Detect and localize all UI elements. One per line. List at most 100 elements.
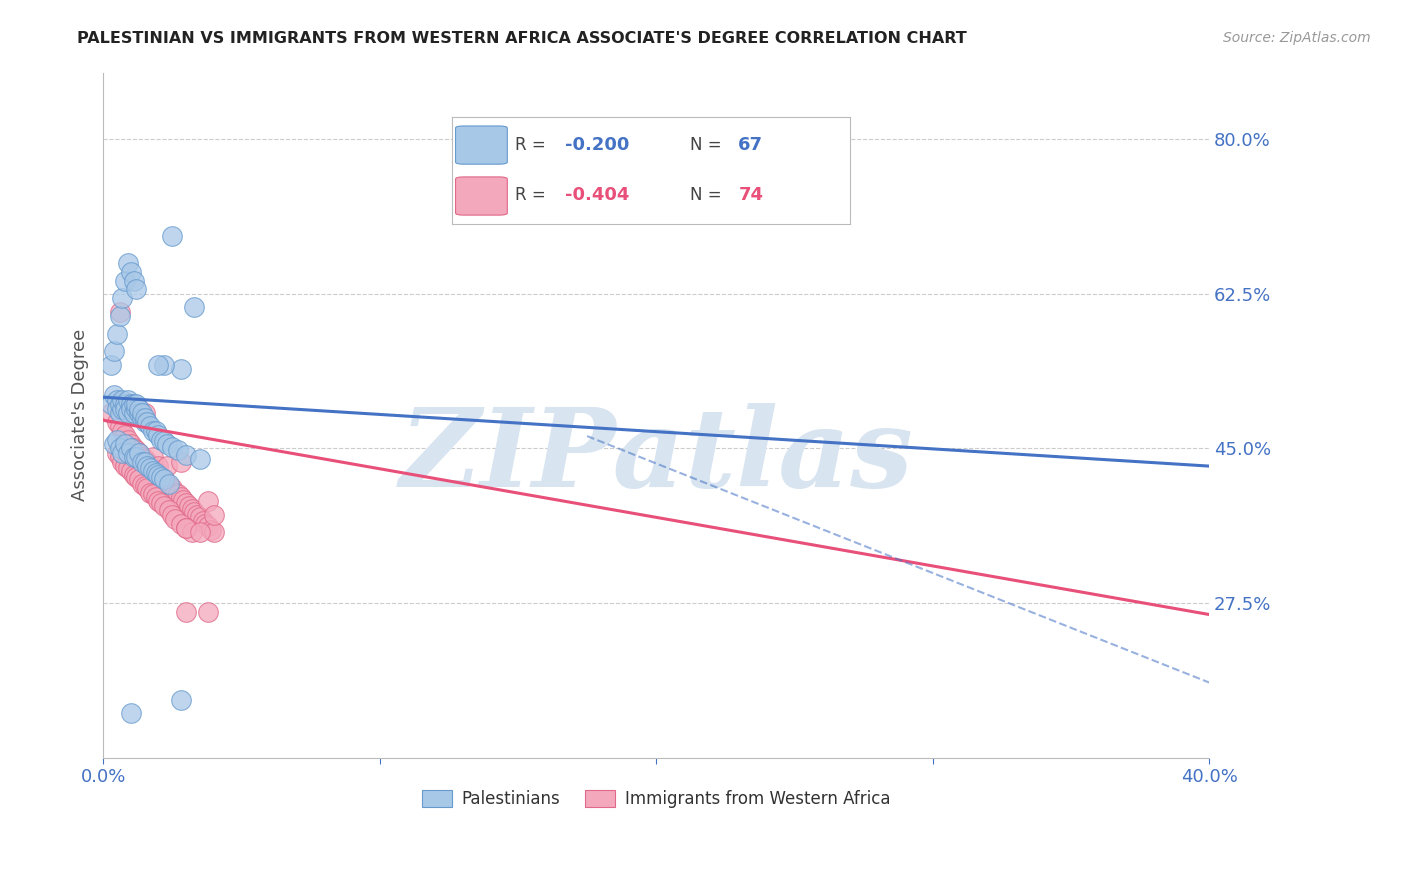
- Point: [128, 401, 150, 416]
- Point: [177, 499, 200, 513]
- Point: [136, 415, 159, 429]
- Point: [125, 450, 148, 465]
- Point: [166, 487, 188, 501]
- Point: [174, 496, 197, 510]
- Point: [114, 428, 136, 442]
- Point: [139, 419, 162, 434]
- Point: [153, 434, 176, 449]
- Text: PALESTINIAN VS IMMIGRANTS FROM WESTERN AFRICA ASSOCIATE'S DEGREE CORRELATION CHA: PALESTINIAN VS IMMIGRANTS FROM WESTERN A…: [77, 31, 967, 46]
- Point: [139, 459, 162, 474]
- Point: [128, 401, 150, 416]
- Point: [180, 525, 202, 540]
- Point: [108, 397, 131, 411]
- Point: [128, 472, 150, 486]
- Point: [120, 437, 142, 451]
- Point: [150, 433, 173, 447]
- Point: [142, 450, 165, 465]
- Point: [156, 459, 179, 474]
- Point: [125, 469, 148, 483]
- Point: [111, 401, 134, 416]
- Point: [108, 304, 131, 318]
- Point: [159, 478, 181, 492]
- Point: [174, 521, 197, 535]
- Point: [200, 523, 222, 537]
- Point: [148, 459, 170, 474]
- Point: [114, 437, 136, 451]
- Point: [125, 401, 148, 416]
- Point: [134, 455, 156, 469]
- Point: [128, 406, 150, 420]
- Point: [162, 508, 184, 522]
- Point: [103, 388, 125, 402]
- Point: [114, 459, 136, 474]
- Point: [183, 505, 205, 519]
- Point: [188, 510, 211, 524]
- Point: [105, 326, 128, 341]
- Point: [148, 467, 170, 482]
- Point: [108, 419, 131, 434]
- Point: [100, 358, 122, 372]
- Point: [117, 461, 139, 475]
- Point: [100, 406, 122, 420]
- Point: [122, 274, 145, 288]
- Point: [145, 463, 167, 477]
- Point: [111, 392, 134, 407]
- Point: [156, 476, 179, 491]
- Point: [117, 256, 139, 270]
- Point: [128, 446, 150, 460]
- Point: [202, 508, 225, 522]
- Point: [180, 501, 202, 516]
- Point: [105, 415, 128, 429]
- Point: [105, 392, 128, 407]
- Point: [153, 472, 176, 486]
- Point: [111, 455, 134, 469]
- Point: [120, 442, 142, 456]
- Point: [131, 450, 153, 465]
- Point: [117, 392, 139, 407]
- Point: [174, 605, 197, 619]
- Legend: Palestinians, Immigrants from Western Africa: Palestinians, Immigrants from Western Af…: [415, 783, 897, 814]
- Point: [131, 410, 153, 425]
- Point: [169, 455, 191, 469]
- Point: [120, 397, 142, 411]
- Point: [100, 397, 122, 411]
- Point: [145, 490, 167, 504]
- Point: [131, 406, 153, 420]
- Point: [125, 397, 148, 411]
- Point: [197, 519, 219, 533]
- Point: [156, 437, 179, 451]
- Point: [145, 424, 167, 438]
- Point: [103, 437, 125, 451]
- Point: [117, 446, 139, 460]
- Point: [183, 300, 205, 314]
- Point: [188, 452, 211, 467]
- Point: [134, 406, 156, 420]
- Point: [117, 433, 139, 447]
- Y-axis label: Associate's Degree: Associate's Degree: [72, 329, 89, 501]
- Point: [125, 443, 148, 458]
- Point: [114, 397, 136, 411]
- Text: ZIPatlas: ZIPatlas: [399, 402, 912, 510]
- Point: [136, 459, 159, 474]
- Point: [148, 358, 170, 372]
- Point: [186, 508, 208, 522]
- Point: [150, 496, 173, 510]
- Point: [169, 362, 191, 376]
- Point: [163, 485, 186, 500]
- Point: [108, 442, 131, 456]
- Point: [105, 401, 128, 416]
- Point: [159, 503, 181, 517]
- Point: [162, 481, 184, 495]
- Point: [169, 490, 191, 504]
- Point: [142, 487, 165, 501]
- Point: [120, 706, 142, 721]
- Point: [136, 481, 159, 495]
- Point: [142, 463, 165, 477]
- Point: [122, 442, 145, 456]
- Point: [197, 494, 219, 508]
- Point: [103, 344, 125, 359]
- Point: [120, 406, 142, 420]
- Point: [131, 476, 153, 491]
- Point: [162, 229, 184, 244]
- Point: [163, 512, 186, 526]
